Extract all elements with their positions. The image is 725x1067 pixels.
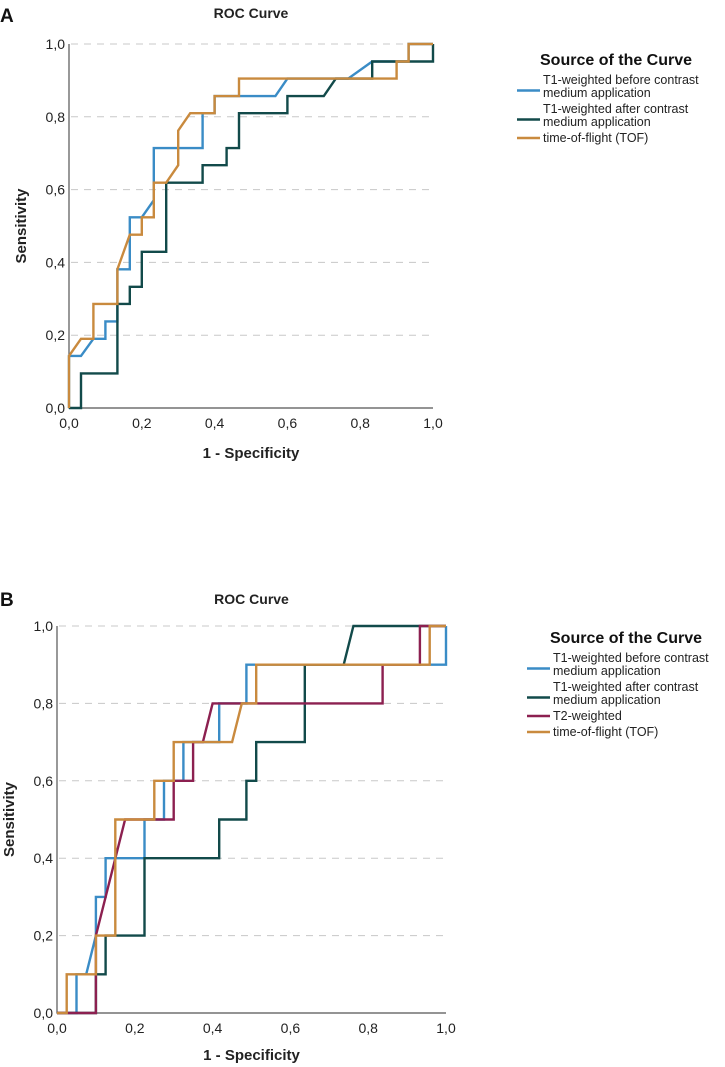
legend-label: T1-weighted after contrast	[553, 680, 699, 694]
legend-title: Source of the Curve	[550, 630, 702, 647]
y-tick-label: 1,0	[46, 36, 66, 52]
y-tick-label: 0,0	[34, 1005, 54, 1021]
legend-label: medium application	[553, 693, 661, 707]
y-tick-label: 0,6	[46, 182, 66, 198]
legend-title: Source of the Curve	[540, 52, 692, 69]
x-tick-label: 0,2	[125, 1020, 145, 1036]
y-tick-label: 0,8	[46, 109, 66, 125]
x-tick-label: 0,8	[350, 415, 370, 431]
legend-label: medium application	[543, 86, 651, 100]
legend-label: time-of-flight (TOF)	[543, 131, 648, 145]
roc-curve-2	[69, 44, 435, 410]
y-tick-label: 0,2	[34, 928, 54, 944]
y-tick-label: 0,6	[34, 773, 54, 789]
panel-letter-a: A	[0, 6, 14, 27]
y-tick-label: 0,8	[34, 695, 54, 711]
chart-title: ROC Curve	[214, 5, 289, 21]
x-tick-label: 0,8	[358, 1020, 378, 1036]
roc-curve-3	[67, 42, 433, 408]
panel-a: A ROC Curve 0,0 0,2 0,4 0,6 0,8 1,0 0,0 0,2 0,4 0,…	[0, 0, 725, 470]
roc-curve-4	[57, 624, 446, 1015]
legend-label: T1-weighted after contrast	[543, 102, 689, 116]
x-tick-label: 1,0	[423, 415, 443, 431]
x-tick-label: 0,4	[203, 1020, 223, 1036]
x-tick-label: 0,6	[278, 415, 298, 431]
x-tick-label: 0,2	[132, 415, 152, 431]
x-tick-label: 0,0	[47, 1020, 67, 1036]
legend-label: medium application	[543, 115, 651, 129]
legend-label: T1-weighted before contrast	[543, 73, 699, 87]
legend-label: medium application	[553, 664, 661, 678]
x-tick-label: 0,6	[281, 1020, 301, 1036]
x-tick-label: 1,0	[436, 1020, 456, 1036]
y-tick-label: 1,0	[34, 618, 54, 634]
axes	[68, 44, 433, 409]
chart-title: ROC Curve	[214, 591, 289, 607]
x-axis-label: 1 - Specificity	[203, 1047, 300, 1064]
panel-letter-b: B	[0, 590, 14, 611]
y-axis-label: Sensitivity	[1, 781, 18, 857]
legend-label: T1-weighted before contrast	[553, 651, 709, 665]
roc-curve-1	[67, 42, 433, 408]
x-axis-label: 1 - Specificity	[203, 445, 300, 462]
y-axis-label: Sensitivity	[13, 188, 30, 264]
x-tick-label: 0,0	[59, 415, 79, 431]
y-tick-label: 0,0	[46, 400, 66, 416]
y-tick-label: 0,4	[46, 254, 66, 270]
y-tick-label: 0,2	[46, 327, 66, 343]
legend-label: time-of-flight (TOF)	[553, 725, 658, 739]
panel-b: B ROC Curve 0,0 0,2 0,4 0,6 0,8 1,0 0,0 0,2 0,4 0,…	[0, 582, 725, 1067]
roc-chart-a: A ROC Curve 0,0 0,2 0,4 0,6 0,8 1,0 0,0 0,2 0,4 0,…	[0, 5, 699, 462]
roc-chart-b: B ROC Curve 0,0 0,2 0,4 0,6 0,8 1,0 0,0 0,2 0,4 0,…	[0, 590, 709, 1064]
legend-label: T2-weighted	[553, 709, 622, 723]
x-tick-label: 0,4	[205, 415, 225, 431]
y-tick-label: 0,4	[34, 850, 54, 866]
